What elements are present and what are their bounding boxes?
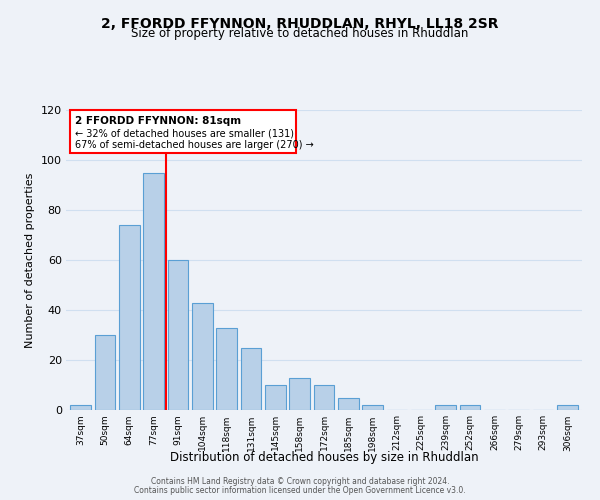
Text: Size of property relative to detached houses in Rhuddlan: Size of property relative to detached ho…	[131, 28, 469, 40]
Bar	[167, 260, 188, 410]
Bar	[143, 172, 164, 410]
FancyBboxPatch shape	[70, 110, 296, 152]
Text: Contains public sector information licensed under the Open Government Licence v3: Contains public sector information licen…	[134, 486, 466, 495]
Y-axis label: Number of detached properties: Number of detached properties	[25, 172, 35, 348]
Bar	[460, 405, 481, 410]
Bar	[241, 348, 262, 410]
Bar	[289, 378, 310, 410]
Text: Distribution of detached houses by size in Rhuddlan: Distribution of detached houses by size …	[170, 451, 478, 464]
Bar	[557, 405, 578, 410]
Text: 2 FFORDD FFYNNON: 81sqm: 2 FFORDD FFYNNON: 81sqm	[74, 116, 241, 126]
Text: Contains HM Land Registry data © Crown copyright and database right 2024.: Contains HM Land Registry data © Crown c…	[151, 477, 449, 486]
Bar	[362, 405, 383, 410]
Bar	[314, 385, 334, 410]
Bar	[119, 225, 140, 410]
Text: 67% of semi-detached houses are larger (270) →: 67% of semi-detached houses are larger (…	[74, 140, 313, 150]
Bar	[216, 328, 237, 410]
Text: ← 32% of detached houses are smaller (131): ← 32% of detached houses are smaller (13…	[74, 128, 293, 138]
Text: 2, FFORDD FFYNNON, RHUDDLAN, RHYL, LL18 2SR: 2, FFORDD FFYNNON, RHUDDLAN, RHYL, LL18 …	[101, 18, 499, 32]
Bar	[95, 335, 115, 410]
Bar	[192, 302, 212, 410]
Bar	[70, 405, 91, 410]
Bar	[436, 405, 456, 410]
Bar	[338, 398, 359, 410]
Bar	[265, 385, 286, 410]
